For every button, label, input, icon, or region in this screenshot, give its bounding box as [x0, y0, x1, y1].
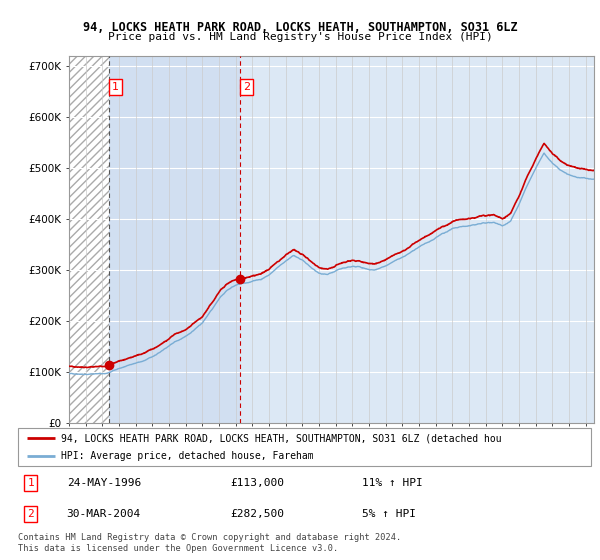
Text: 30-MAR-2004: 30-MAR-2004 — [67, 509, 141, 519]
Text: 5% ↑ HPI: 5% ↑ HPI — [362, 509, 416, 519]
Text: 1: 1 — [112, 82, 119, 92]
Text: 2: 2 — [27, 509, 34, 519]
Text: HPI: Average price, detached house, Fareham: HPI: Average price, detached house, Fare… — [61, 451, 314, 461]
Text: 2: 2 — [243, 82, 250, 92]
Bar — [69, 56, 109, 423]
Text: £113,000: £113,000 — [230, 478, 284, 488]
Text: 11% ↑ HPI: 11% ↑ HPI — [362, 478, 422, 488]
Text: 94, LOCKS HEATH PARK ROAD, LOCKS HEATH, SOUTHAMPTON, SO31 6LZ: 94, LOCKS HEATH PARK ROAD, LOCKS HEATH, … — [83, 21, 517, 34]
Bar — [109, 56, 239, 423]
Text: 1: 1 — [27, 478, 34, 488]
Text: Price paid vs. HM Land Registry's House Price Index (HPI): Price paid vs. HM Land Registry's House … — [107, 32, 493, 43]
Text: 94, LOCKS HEATH PARK ROAD, LOCKS HEATH, SOUTHAMPTON, SO31 6LZ (detached hou: 94, LOCKS HEATH PARK ROAD, LOCKS HEATH, … — [61, 434, 502, 444]
Text: Contains HM Land Registry data © Crown copyright and database right 2024.
This d: Contains HM Land Registry data © Crown c… — [18, 533, 401, 553]
Text: 24-MAY-1996: 24-MAY-1996 — [67, 478, 141, 488]
FancyBboxPatch shape — [18, 428, 591, 466]
Text: £282,500: £282,500 — [230, 509, 284, 519]
